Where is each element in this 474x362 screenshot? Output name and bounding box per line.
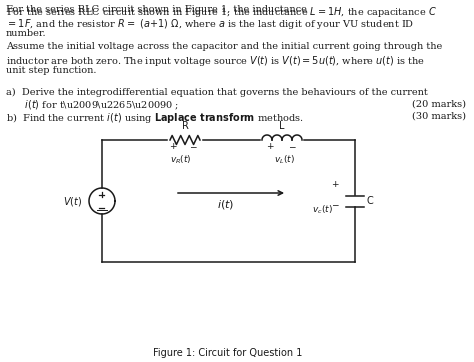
Text: $v_c(t)$: $v_c(t)$ xyxy=(312,203,333,215)
Text: −: − xyxy=(331,200,339,209)
Text: −: − xyxy=(288,142,296,151)
Text: Assume the initial voltage across the capacitor and the initial current going th: Assume the initial voltage across the ca… xyxy=(6,42,442,51)
Text: (30 marks): (30 marks) xyxy=(412,111,466,120)
Text: +: + xyxy=(169,142,177,151)
Text: $V(t)$: $V(t)$ xyxy=(63,194,82,207)
Text: R: R xyxy=(182,121,189,131)
Text: L: L xyxy=(279,121,285,131)
Text: $= 1F$, and the resistor $\mathit{R{=}\ (a{+}1)\ \Omega}$, where $\mathit{a}$ is: $= 1F$, and the resistor $\mathit{R{=}\ … xyxy=(6,17,414,31)
Text: +: + xyxy=(266,142,274,151)
Text: unit step function.: unit step function. xyxy=(6,66,97,75)
Text: (20 marks): (20 marks) xyxy=(412,100,466,108)
Text: C: C xyxy=(367,196,374,206)
Text: a)  Derive the integrodifferential equation that governs the behaviours of the c: a) Derive the integrodifferential equati… xyxy=(6,88,428,97)
Text: b)  Find the current $\mathit{i(t)}$ using $\mathbf{Laplace\ transform}$ methods: b) Find the current $\mathit{i(t)}$ usin… xyxy=(6,111,304,125)
Text: For the series RLC circuit shown in Figure 1, the inductance $\mathit{L{=}1H}$, : For the series RLC circuit shown in Figu… xyxy=(6,5,437,19)
Text: $v_L(t)$: $v_L(t)$ xyxy=(273,153,294,165)
Text: $v_R(t)$: $v_R(t)$ xyxy=(170,153,192,165)
Text: number.: number. xyxy=(6,29,46,38)
Text: inductor are both zero. The input voltage source $\mathit{V(t)}$ is $\mathit{V(t: inductor are both zero. The input voltag… xyxy=(6,54,425,68)
Text: −: − xyxy=(189,142,197,151)
Text: +: + xyxy=(331,180,339,189)
Text: For the series RLC circuit shown in Figure 1, the inductance: For the series RLC circuit shown in Figu… xyxy=(6,5,310,14)
Text: $\mathit{i(t)}$ for t\u2009\u2265\u20090 ;: $\mathit{i(t)}$ for t\u2009\u2265\u20090… xyxy=(6,100,179,113)
Text: $i(t)$: $i(t)$ xyxy=(218,198,235,211)
Text: Figure 1: Circuit for Question 1: Figure 1: Circuit for Question 1 xyxy=(153,348,303,358)
